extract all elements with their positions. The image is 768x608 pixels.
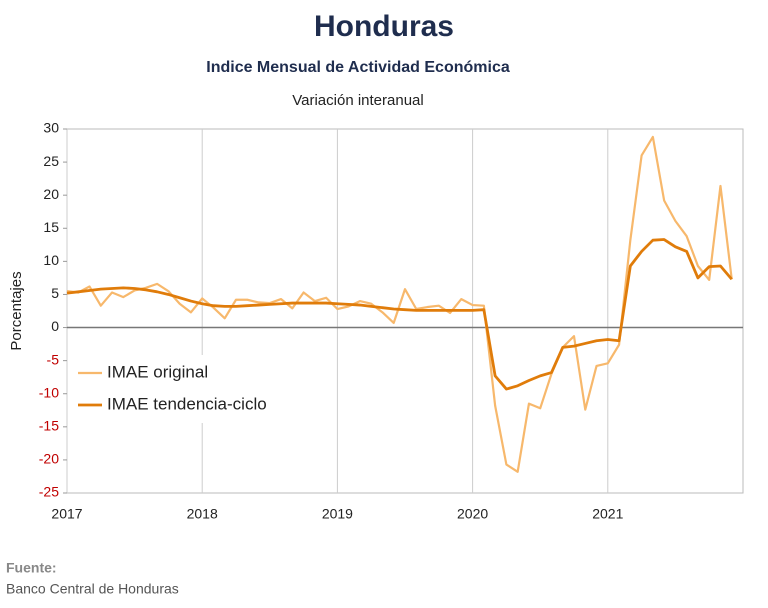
- y-axis-label: Porcentajes: [8, 271, 25, 350]
- y-tick-label: 30: [43, 120, 59, 136]
- x-tick-label: 2021: [592, 506, 623, 522]
- y-tick-label: 0: [51, 318, 59, 334]
- y-tick-label: -15: [39, 418, 59, 434]
- x-tick-label: 2018: [187, 506, 218, 522]
- legend-label: IMAE tendencia-ciclo: [107, 394, 267, 413]
- y-tick-label: -25: [39, 484, 59, 500]
- x-tick-label: 2020: [457, 506, 488, 522]
- y-tick-label: -10: [39, 384, 59, 400]
- y-tick-label: 20: [43, 186, 59, 202]
- y-tick-label: -5: [47, 351, 60, 367]
- legend-label: IMAE original: [107, 362, 208, 381]
- y-tick-label: 25: [43, 153, 59, 169]
- x-tick-label: 2017: [51, 506, 82, 522]
- y-tick-label: 15: [43, 219, 59, 235]
- y-tick-label: -20: [39, 451, 59, 467]
- x-tick-label: 2019: [322, 506, 353, 522]
- data-line: [66, 238, 733, 391]
- chart-subtitle: Indice Mensual de Actividad Económica: [206, 59, 510, 76]
- legend-box: [72, 355, 298, 423]
- chart-title: Honduras: [314, 10, 454, 43]
- chart-subtitle-2: Variación interanual: [292, 92, 423, 109]
- source: Banco Central de Honduras: [6, 581, 179, 597]
- source-label: Fuente:: [6, 560, 57, 576]
- y-tick-label: 10: [43, 252, 59, 268]
- y-tick-label: 5: [51, 285, 59, 301]
